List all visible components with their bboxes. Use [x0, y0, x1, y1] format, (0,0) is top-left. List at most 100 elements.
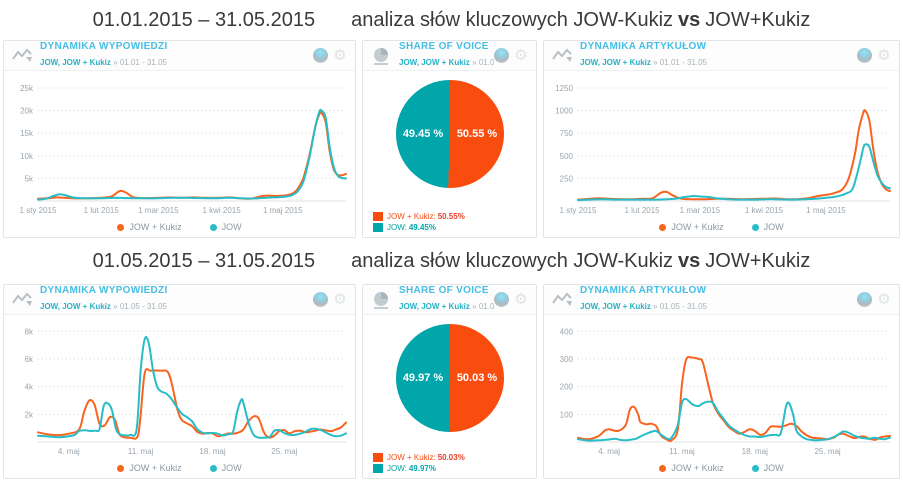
- line-chart-icon: [551, 290, 575, 310]
- separator: »: [113, 58, 118, 68]
- vs-label: vs: [678, 249, 701, 272]
- y-axis-label: 100: [560, 410, 574, 419]
- gear-button[interactable]: ⚙: [514, 290, 528, 308]
- pie-chart-icon: [370, 290, 394, 310]
- panel-share-of-voice-r1: SHARE OF VOICE JOW, JOW + Kukiz » 01.01 …: [362, 40, 537, 238]
- separator: »: [472, 58, 477, 68]
- y-axis-label: 4k: [25, 383, 34, 392]
- series-JOW + Kukiz: [577, 109, 891, 201]
- legend-label: JOW: [763, 463, 784, 473]
- vs-label: vs: [678, 8, 701, 31]
- panel-keywords: JOW, JOW + Kukiz: [40, 58, 111, 68]
- y-axis-label: 300: [560, 355, 574, 364]
- legend-dot: [209, 223, 217, 231]
- legend-dot: [117, 464, 125, 472]
- panel-date-range: 01.05 - 31.05: [119, 302, 167, 312]
- x-axis-label: 4. maj: [598, 447, 620, 456]
- legend-item[interactable]: JOW: [751, 222, 784, 232]
- panel-date-range: 01.01 - 31.05: [119, 58, 167, 68]
- legend-label: JOW + Kukiz: [671, 222, 724, 232]
- legend-item[interactable]: JOW + Kukiz: [117, 222, 182, 232]
- pie-chart: [395, 324, 504, 432]
- legend-item[interactable]: JOW: 49.97%: [373, 464, 465, 473]
- legend-item[interactable]: JOW + Kukiz: [659, 463, 724, 473]
- separator: »: [113, 302, 118, 312]
- line-chart: 2k 4k 6k 8k 4. maj 11. maj 18. maj 25. maj: [25, 327, 347, 456]
- line-chart-icon: [551, 46, 575, 66]
- legend-item[interactable]: JOW: 49.45%: [373, 223, 465, 232]
- gear-button[interactable]: ⚙: [877, 46, 891, 64]
- panel-title: DYNAMIKA ARTYKUŁÓW: [580, 284, 707, 296]
- row1-period: 01.01.2015 – 31.05.2015: [92, 8, 316, 31]
- y-axis-label: 25k: [20, 84, 34, 93]
- panel-header: DYNAMIKA WYPOWIEDZI JOW, JOW + Kukiz » 0…: [4, 285, 355, 315]
- line-chart-icon: [11, 290, 35, 310]
- globe-button[interactable]: [494, 292, 509, 307]
- legend-item[interactable]: JOW: [209, 463, 242, 473]
- series-JOW: [577, 143, 891, 202]
- legend-item[interactable]: JOW + Kukiz: [117, 463, 182, 473]
- legend-dot: [659, 464, 667, 472]
- x-axis-label: 1 mar 2015: [138, 206, 179, 215]
- legend-dot: [117, 223, 125, 231]
- legend-label: JOW + Kukiz: [129, 463, 182, 473]
- pie-slice-label-jow-kukiz: 50.03 %: [456, 372, 498, 384]
- panel-date-range: 01.01 - 31.05: [478, 58, 494, 68]
- legend-item[interactable]: JOW + Kukiz: 50.03%: [373, 453, 465, 462]
- panel-header: DYNAMIKA ARTYKUŁÓW JOW, JOW + Kukiz » 01…: [544, 41, 899, 71]
- legend-dot: [751, 223, 759, 231]
- x-axis-label: 1 sty 2015: [560, 206, 597, 215]
- legend-item[interactable]: JOW + Kukiz: [659, 222, 724, 232]
- legend-dot: [209, 464, 217, 472]
- x-axis-label: 18. maj: [742, 447, 768, 456]
- globe-button[interactable]: [313, 48, 328, 63]
- gear-button[interactable]: ⚙: [877, 290, 891, 308]
- line-chart-icon: [11, 46, 35, 66]
- line-chart: 250 500 750 1000 1250 1 sty 2015 1 lut 2015 1 m…: [555, 84, 891, 215]
- legend-label: JOW: [221, 222, 242, 232]
- panel-dynamika-wypowiedzi-r1: DYNAMIKA WYPOWIEDZI JOW, JOW + Kukiz » 0…: [3, 40, 356, 238]
- panel-title: SHARE OF VOICE: [399, 284, 489, 296]
- panel-keywords: JOW, JOW + Kukiz: [580, 58, 651, 68]
- panel-date-range: 01.01 - 31.05: [659, 58, 707, 68]
- legend-item[interactable]: JOW + Kukiz: 50.55%: [373, 212, 465, 221]
- y-axis-label: 6k: [25, 355, 34, 364]
- pie-slice-label-jow-kukiz: 50.55 %: [456, 128, 498, 140]
- x-axis-label: 1 mar 2015: [680, 206, 721, 215]
- x-axis-label: 1 maj 2015: [263, 206, 303, 215]
- panel-header: DYNAMIKA WYPOWIEDZI JOW, JOW + Kukiz » 0…: [4, 41, 355, 71]
- panel-title: DYNAMIKA WYPOWIEDZI: [40, 284, 168, 296]
- x-axis-label: 11. maj: [128, 447, 154, 456]
- legend-item[interactable]: JOW: [751, 463, 784, 473]
- globe-button[interactable]: [494, 48, 509, 63]
- globe-button[interactable]: [857, 292, 872, 307]
- x-axis-label: 11. maj: [669, 447, 695, 456]
- globe-button[interactable]: [857, 48, 872, 63]
- gear-button[interactable]: ⚙: [514, 46, 528, 64]
- y-axis-label: 500: [560, 152, 574, 161]
- separator: »: [653, 302, 658, 312]
- legend-swatch: [373, 453, 383, 462]
- panel-keywords: JOW, JOW + Kukiz: [399, 58, 470, 68]
- gear-button[interactable]: ⚙: [333, 290, 347, 308]
- x-axis-label: 25. maj: [271, 447, 297, 456]
- panel-title: DYNAMIKA WYPOWIEDZI: [40, 40, 168, 52]
- panel-dynamika-artykulow-r1: DYNAMIKA ARTYKUŁÓW JOW, JOW + Kukiz » 01…: [543, 40, 900, 238]
- legend-item[interactable]: JOW: [209, 222, 242, 232]
- y-axis-label: 1000: [555, 107, 573, 116]
- panel-keywords: JOW, JOW + Kukiz: [399, 302, 470, 312]
- line-chart: 5k 10k 15k 20k 25k 1 sty 2015 1 lut 2015 1 mar …: [20, 84, 347, 215]
- legend-dot: [751, 464, 759, 472]
- x-axis-label: 25. maj: [814, 447, 840, 456]
- gear-button[interactable]: ⚙: [333, 46, 347, 64]
- panel-title: SHARE OF VOICE: [399, 40, 489, 52]
- x-axis-label: 18. maj: [199, 447, 225, 456]
- panel-title: DYNAMIKA ARTYKUŁÓW: [580, 40, 707, 52]
- y-axis-label: 1250: [555, 84, 573, 93]
- panel-header: SHARE OF VOICE JOW, JOW + Kukiz » 01.05 …: [363, 285, 536, 315]
- y-axis-label: 5k: [25, 174, 34, 183]
- x-axis-label: 1 sty 2015: [20, 206, 57, 215]
- panel-keywords: JOW, JOW + Kukiz: [580, 302, 651, 312]
- globe-button[interactable]: [313, 292, 328, 307]
- y-axis-label: 200: [560, 383, 574, 392]
